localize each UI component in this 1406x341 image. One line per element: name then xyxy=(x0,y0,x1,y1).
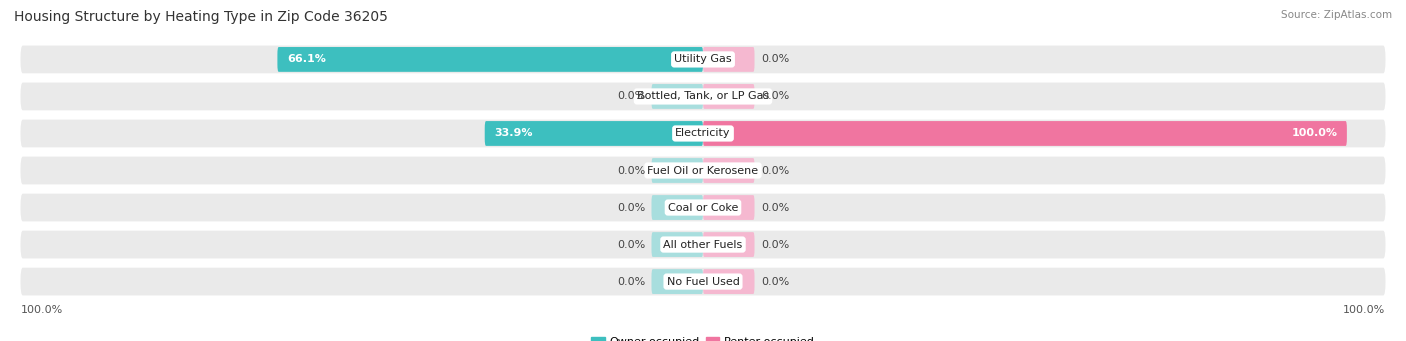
Text: 0.0%: 0.0% xyxy=(761,55,789,64)
FancyBboxPatch shape xyxy=(21,194,1385,221)
FancyBboxPatch shape xyxy=(651,158,703,183)
FancyBboxPatch shape xyxy=(651,232,703,257)
Text: Bottled, Tank, or LP Gas: Bottled, Tank, or LP Gas xyxy=(637,91,769,102)
FancyBboxPatch shape xyxy=(651,269,703,294)
Text: 100.0%: 100.0% xyxy=(21,305,63,314)
Text: 100.0%: 100.0% xyxy=(1291,129,1337,138)
Text: No Fuel Used: No Fuel Used xyxy=(666,277,740,286)
FancyBboxPatch shape xyxy=(21,231,1385,258)
Text: Housing Structure by Heating Type in Zip Code 36205: Housing Structure by Heating Type in Zip… xyxy=(14,10,388,24)
FancyBboxPatch shape xyxy=(21,83,1385,110)
FancyBboxPatch shape xyxy=(485,121,703,146)
FancyBboxPatch shape xyxy=(651,84,703,109)
Text: 0.0%: 0.0% xyxy=(761,203,789,212)
Text: Utility Gas: Utility Gas xyxy=(675,55,731,64)
Text: Source: ZipAtlas.com: Source: ZipAtlas.com xyxy=(1281,10,1392,20)
Text: 0.0%: 0.0% xyxy=(761,277,789,286)
Text: Electricity: Electricity xyxy=(675,129,731,138)
FancyBboxPatch shape xyxy=(703,195,755,220)
FancyBboxPatch shape xyxy=(21,157,1385,184)
FancyBboxPatch shape xyxy=(277,47,703,72)
FancyBboxPatch shape xyxy=(703,269,755,294)
Text: 0.0%: 0.0% xyxy=(761,165,789,176)
FancyBboxPatch shape xyxy=(703,158,755,183)
FancyBboxPatch shape xyxy=(703,47,755,72)
Text: 0.0%: 0.0% xyxy=(617,91,645,102)
FancyBboxPatch shape xyxy=(703,84,755,109)
Text: 0.0%: 0.0% xyxy=(761,239,789,250)
Text: 0.0%: 0.0% xyxy=(761,91,789,102)
FancyBboxPatch shape xyxy=(21,268,1385,295)
Legend: Owner-occupied, Renter-occupied: Owner-occupied, Renter-occupied xyxy=(586,332,820,341)
Text: 0.0%: 0.0% xyxy=(617,239,645,250)
Text: All other Fuels: All other Fuels xyxy=(664,239,742,250)
FancyBboxPatch shape xyxy=(21,46,1385,73)
Text: Fuel Oil or Kerosene: Fuel Oil or Kerosene xyxy=(647,165,759,176)
FancyBboxPatch shape xyxy=(703,232,755,257)
Text: 33.9%: 33.9% xyxy=(495,129,533,138)
Text: 0.0%: 0.0% xyxy=(617,203,645,212)
Text: 0.0%: 0.0% xyxy=(617,277,645,286)
FancyBboxPatch shape xyxy=(21,120,1385,147)
Text: Coal or Coke: Coal or Coke xyxy=(668,203,738,212)
FancyBboxPatch shape xyxy=(651,195,703,220)
Text: 0.0%: 0.0% xyxy=(617,165,645,176)
Text: 66.1%: 66.1% xyxy=(287,55,326,64)
FancyBboxPatch shape xyxy=(703,121,1347,146)
Text: 100.0%: 100.0% xyxy=(1343,305,1385,314)
